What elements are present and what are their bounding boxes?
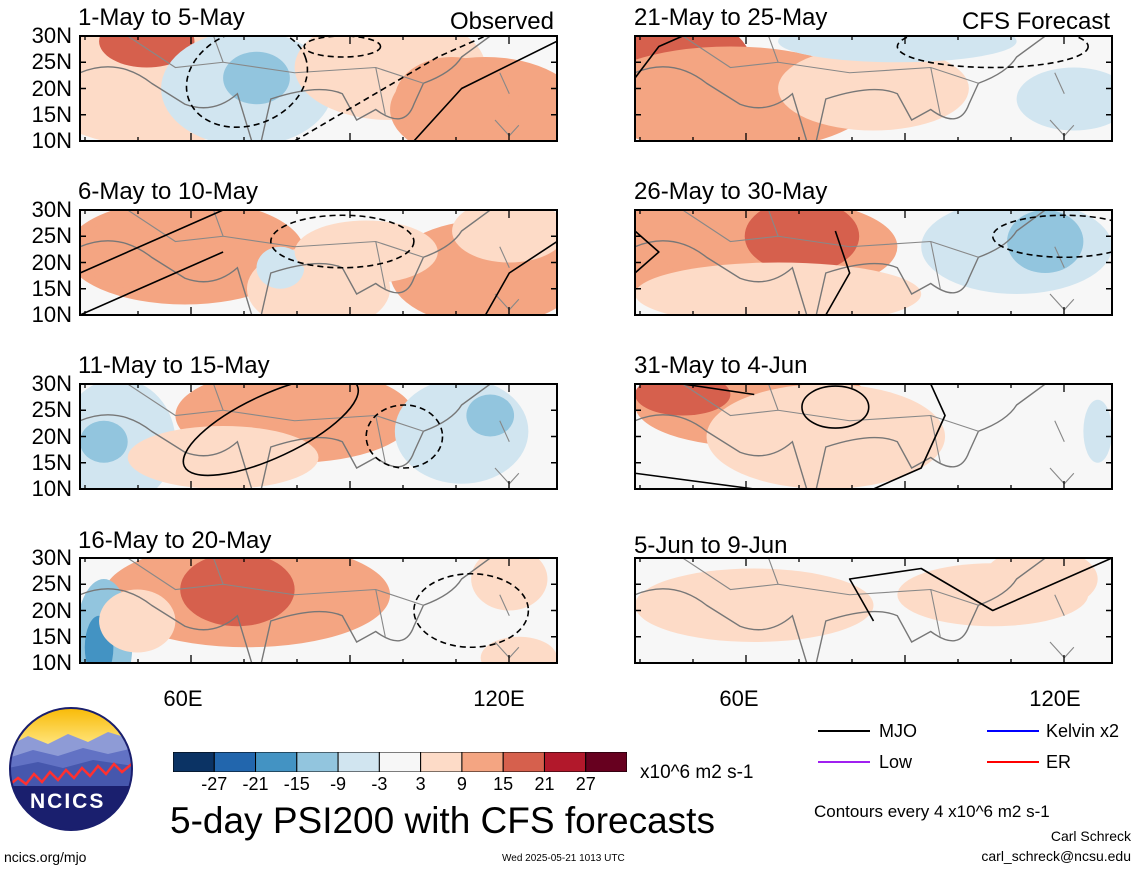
timestamp: Wed 2025-05-21 1013 UTC [502,853,625,864]
lat-label-15n-panel-2: 15N [31,275,72,301]
lon-label-120e-left: 120E [473,686,525,711]
lat-label-30n-panel-4: 30N [31,545,72,570]
colorbar-label-4: -9 [330,774,347,794]
website-link[interactable]: ncics.org/mjo [4,849,87,865]
colorbar-swatch-7 [420,752,463,772]
map-panel-6 [635,210,1112,315]
colorbar-swatch-11 [585,752,627,772]
colorbar-label-3: -15 [283,774,310,794]
panel-tag-observed: Observed [449,8,554,35]
lat-label-30n-panel-1: 30N [31,23,72,48]
panel-title-5: 21-May to 25-May [634,4,828,31]
lat-label-30n-panel-3: 30N [31,371,72,396]
map-panel-8 [635,558,1112,663]
colorbar-units: x10^6 m2 s-1 [640,762,754,783]
legend-label-er: ER [1046,752,1072,772]
colorbar-swatch-3 [255,752,298,772]
panel-title-2: 6-May to 10-May [78,178,259,205]
lon-label-120e-right: 120E [1029,686,1081,711]
lat-label-30n-panel-2: 30N [31,197,72,222]
lat-label-20n-panel-1: 20N [31,75,72,101]
author-name: Carl Schreck [1050,828,1131,844]
lon-label-60e-left: 60E [163,686,203,711]
lat-label-10n-panel-2: 10N [31,302,72,327]
colorbar-swatch-4 [296,752,339,772]
lat-label-25n-panel-4: 25N [31,571,72,597]
lat-label-10n-panel-1: 10N [31,128,72,153]
colorbar-label-9: 21 [534,774,555,794]
colorbar-swatch-10 [543,752,587,772]
colorbar-swatch-1 [173,752,215,772]
lat-label-20n-panel-4: 20N [31,597,72,623]
colorbar [173,752,627,772]
panel-tag-cfs-forecast: CFS Forecast [961,8,1110,35]
figure-title: 5-day PSI200 with CFS forecasts [170,800,715,841]
legend-lines [818,730,1039,763]
author-email: carl_schreck@ncsu.edu [981,848,1131,864]
panel-title-6: 26-May to 30-May [634,178,828,205]
lat-label-10n-panel-4: 10N [31,650,72,675]
colorbar-swatch-2 [213,752,257,772]
map-panel-2 [80,210,557,315]
lat-label-15n-panel-3: 15N [31,449,72,475]
contour-note: Contours every 4 x10^6 m2 s-1 [814,802,1050,821]
map-panel-1 [80,36,557,141]
colorbar-swatch-8 [461,752,504,772]
map-panel-7 [635,384,1112,489]
ncics-logo [9,707,133,831]
legend-label-low: Low [879,752,913,772]
colorbar-swatch-6 [378,752,422,772]
panel-title-8: 5-Jun to 9-Jun [634,532,788,559]
map-panel-4 [80,558,557,663]
lat-label-25n-panel-2: 25N [31,223,72,249]
colorbar-label-2: -21 [242,774,269,794]
lat-label-20n-panel-3: 20N [31,423,72,449]
lat-label-15n-panel-4: 15N [31,623,72,649]
map-panel-3 [80,384,557,489]
lat-label-15n-panel-1: 15N [31,101,72,127]
panel-title-7: 31-May to 4-Jun [634,352,808,379]
lat-label-25n-panel-1: 25N [31,49,72,75]
legend-label-mjo: MJO [879,721,917,741]
lat-label-20n-panel-2: 20N [31,249,72,275]
lat-label-10n-panel-3: 10N [31,476,72,501]
logo-text: NCICS [30,790,106,813]
panel-title-1: 1-May to 5-May [78,4,245,31]
legend-label-kelvin: Kelvin x2 [1046,721,1120,741]
lon-label-60e-right: 60E [719,686,759,711]
colorbar-label-6: 3 [415,774,426,794]
colorbar-label-10: 27 [575,774,596,794]
colorbar-swatch-9 [502,752,545,772]
lat-label-25n-panel-3: 25N [31,397,72,423]
colorbar-swatch-5 [337,752,380,772]
colorbar-label-7: 9 [456,774,467,794]
panel-title-3: 11-May to 15-May [78,352,270,379]
colorbar-label-8: 15 [493,774,514,794]
panel-title-4: 16-May to 20-May [78,527,272,554]
map-panel-5 [635,36,1112,141]
colorbar-label-5: -3 [371,774,388,794]
colorbar-label-1: -27 [201,774,228,794]
